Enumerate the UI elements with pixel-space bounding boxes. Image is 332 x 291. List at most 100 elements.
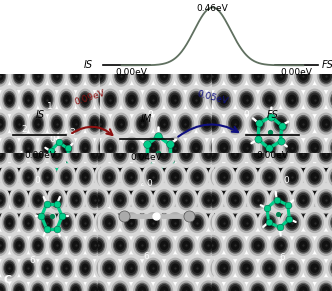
Circle shape: [0, 239, 4, 252]
Circle shape: [286, 215, 298, 230]
Circle shape: [150, 143, 157, 152]
Circle shape: [70, 147, 81, 162]
Circle shape: [16, 241, 22, 250]
Circle shape: [175, 187, 197, 213]
Circle shape: [194, 173, 201, 181]
Circle shape: [238, 258, 255, 278]
Circle shape: [147, 140, 159, 156]
Circle shape: [326, 210, 332, 236]
Circle shape: [9, 141, 29, 167]
Circle shape: [128, 95, 135, 104]
Circle shape: [156, 235, 173, 255]
Circle shape: [43, 189, 52, 202]
Circle shape: [204, 209, 221, 230]
Circle shape: [87, 232, 109, 258]
Circle shape: [308, 260, 321, 276]
Circle shape: [113, 65, 129, 86]
Circle shape: [29, 232, 47, 258]
Circle shape: [311, 95, 318, 104]
Circle shape: [186, 210, 208, 236]
Circle shape: [220, 173, 227, 181]
Circle shape: [201, 212, 213, 228]
Circle shape: [202, 147, 215, 162]
Circle shape: [113, 113, 129, 134]
Circle shape: [238, 213, 255, 233]
Circle shape: [227, 281, 244, 291]
Circle shape: [95, 164, 114, 190]
Circle shape: [223, 117, 233, 130]
Circle shape: [15, 165, 23, 178]
Circle shape: [7, 173, 13, 181]
Circle shape: [306, 89, 323, 110]
Circle shape: [309, 217, 320, 229]
Circle shape: [43, 141, 52, 154]
Circle shape: [188, 89, 204, 110]
Circle shape: [303, 182, 326, 210]
Circle shape: [70, 164, 81, 180]
Circle shape: [295, 113, 312, 134]
Circle shape: [97, 137, 111, 158]
Circle shape: [198, 219, 205, 227]
Circle shape: [0, 68, 6, 84]
Circle shape: [76, 164, 95, 190]
Circle shape: [277, 215, 284, 224]
Circle shape: [78, 167, 92, 187]
Circle shape: [54, 71, 60, 80]
Circle shape: [175, 158, 196, 186]
Circle shape: [76, 86, 95, 113]
Circle shape: [178, 144, 195, 164]
Circle shape: [126, 262, 136, 274]
Circle shape: [40, 89, 54, 110]
Circle shape: [121, 182, 142, 210]
Circle shape: [254, 167, 262, 176]
Circle shape: [134, 235, 150, 255]
Circle shape: [167, 185, 183, 206]
Circle shape: [241, 189, 252, 202]
Circle shape: [240, 215, 253, 230]
Circle shape: [218, 217, 229, 229]
Circle shape: [319, 164, 332, 180]
Circle shape: [295, 281, 312, 291]
Circle shape: [52, 239, 61, 252]
Circle shape: [253, 148, 263, 160]
Circle shape: [90, 235, 106, 255]
Circle shape: [159, 165, 169, 178]
Circle shape: [217, 260, 230, 276]
Circle shape: [179, 164, 192, 180]
Circle shape: [15, 213, 23, 226]
Circle shape: [159, 213, 169, 226]
Circle shape: [202, 117, 212, 130]
Circle shape: [159, 194, 169, 206]
Circle shape: [205, 241, 212, 250]
Circle shape: [308, 140, 321, 156]
Circle shape: [47, 232, 66, 258]
Circle shape: [229, 164, 242, 180]
Circle shape: [249, 161, 267, 182]
Circle shape: [100, 189, 109, 202]
Circle shape: [230, 239, 241, 252]
Circle shape: [159, 69, 169, 82]
Circle shape: [321, 69, 331, 82]
Circle shape: [38, 86, 57, 113]
Circle shape: [300, 241, 307, 250]
Circle shape: [196, 158, 217, 186]
Circle shape: [179, 116, 192, 132]
Circle shape: [136, 238, 148, 253]
Circle shape: [95, 255, 114, 281]
Circle shape: [253, 285, 263, 291]
Circle shape: [54, 196, 60, 204]
Circle shape: [196, 93, 207, 106]
Circle shape: [208, 255, 230, 281]
Circle shape: [206, 238, 219, 253]
Circle shape: [89, 158, 110, 186]
Circle shape: [297, 238, 310, 253]
Circle shape: [266, 173, 273, 181]
Circle shape: [0, 196, 3, 204]
Circle shape: [284, 89, 300, 110]
Circle shape: [113, 209, 129, 230]
Circle shape: [26, 191, 32, 200]
Circle shape: [300, 150, 307, 158]
Circle shape: [186, 255, 208, 281]
Circle shape: [82, 191, 88, 200]
Circle shape: [303, 210, 326, 236]
